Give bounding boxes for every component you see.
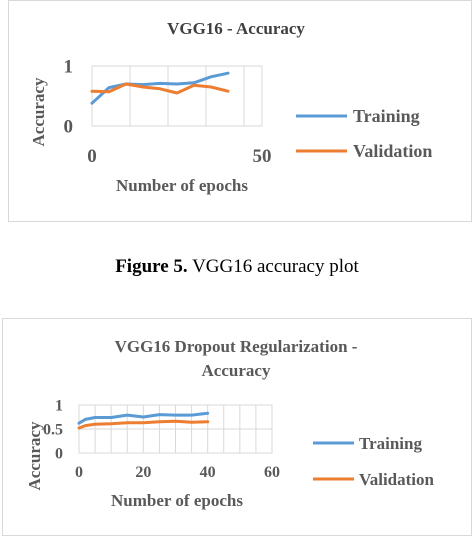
chart2-y-tick-label: 0 xyxy=(55,446,63,463)
chart1-title: VGG16 - Accuracy xyxy=(167,19,305,38)
chart2-y-tick-label: 1 xyxy=(55,398,63,415)
chart2-legend-label-validation: Validation xyxy=(359,470,435,489)
chart2-x-tick-label: 40 xyxy=(200,464,216,481)
figure-caption: Figure 5. VGG16 accuracy plot xyxy=(0,256,474,278)
chart-vgg16-dropout-accuracy xyxy=(2,318,472,536)
chart-vgg16-accuracy xyxy=(8,0,472,222)
chart2-y-axis-label: Accuracy xyxy=(25,421,44,490)
figure-caption-label: Figure 5. xyxy=(115,256,188,277)
chart2-x-tick-label: 20 xyxy=(135,464,151,481)
chart2-x-tick-label: 0 xyxy=(75,464,83,481)
chart1-x-tick-label: 0 xyxy=(87,146,97,167)
chart1-y-tick-label: 1 xyxy=(64,57,74,78)
chart2-title: Accuracy xyxy=(202,361,271,380)
chart1-series-line-training xyxy=(90,71,230,105)
chart2-title: VGG16 Dropout Regularization - xyxy=(115,337,358,356)
chart1-legend-label-training: Training xyxy=(353,106,420,126)
chart1-x-tick-label: 50 xyxy=(253,146,272,167)
chart2-legend-label-training: Training xyxy=(359,434,422,453)
chart1-legend-label-validation: Validation xyxy=(353,141,432,161)
chart1-plot-area xyxy=(91,65,263,127)
chart2-series-line-validation xyxy=(77,419,210,430)
chart2-series-line-training xyxy=(77,411,210,425)
chart1-series-line-validation xyxy=(90,82,230,95)
chart2-y-tick-label: 0.5 xyxy=(43,422,63,439)
chart1-y-axis-label: Accuracy xyxy=(29,77,48,146)
chart2-x-tick-label: 60 xyxy=(264,464,280,481)
chart1-x-axis-label: Number of epochs xyxy=(116,176,248,195)
chart2-x-axis-label: Number of epochs xyxy=(111,491,243,510)
chart1-y-tick-label: 0 xyxy=(64,117,74,138)
figure-caption-text: VGG16 accuracy plot xyxy=(187,256,359,277)
